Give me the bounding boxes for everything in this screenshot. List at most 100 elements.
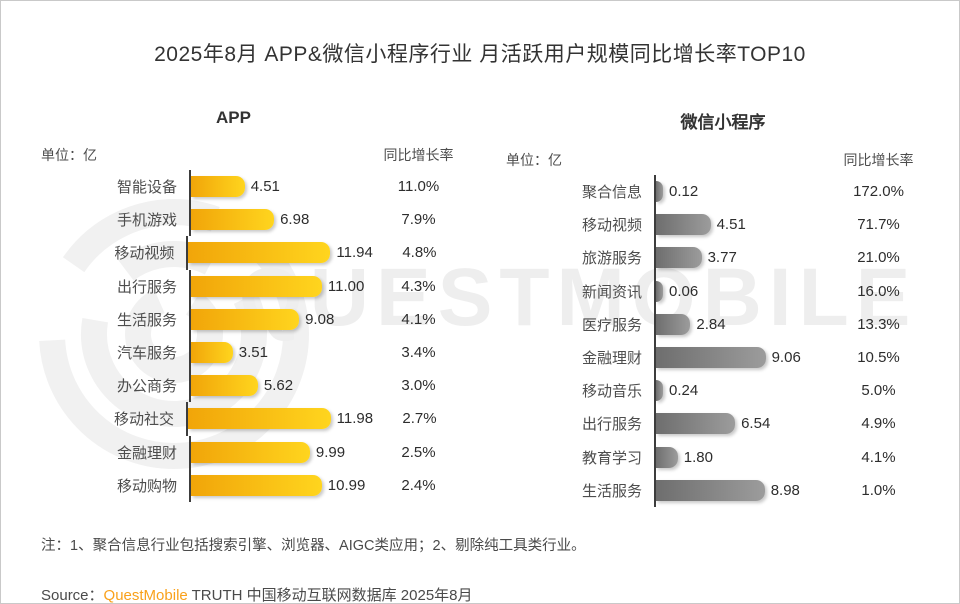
- growth-label: 71.7%: [857, 216, 900, 234]
- growth-label: 4.8%: [402, 244, 437, 262]
- bar: [656, 313, 691, 335]
- bar-track: 6.54: [654, 407, 831, 441]
- chart-row: 出行服务 11.00 4.3%: [41, 269, 466, 303]
- chart-row: 智能设备 4.51 11.0%: [41, 170, 466, 204]
- bar-track: 9.08: [189, 302, 371, 336]
- source-suffix: TRUTH 中国移动互联网数据库 2025年8月: [187, 586, 473, 604]
- app-subheader: 单位：亿 同比增长率: [41, 145, 466, 163]
- category-label: 汽车服务: [116, 345, 177, 363]
- miniprogram-subheader: 单位：亿 同比增长率: [506, 150, 926, 168]
- chart-row: 移动视频 4.51 71.7%: [506, 208, 926, 242]
- chart-row: 移动音乐 0.24 5.0%: [506, 374, 926, 408]
- bar-track: 2.84: [654, 307, 831, 341]
- chart-row: 出行服务 6.54 4.9%: [506, 407, 926, 441]
- value-label: 3.77: [707, 249, 737, 267]
- category-label: 教育学习: [581, 449, 642, 467]
- chart-row: 医疗服务 2.84 13.3%: [506, 307, 926, 341]
- bar: [191, 176, 245, 198]
- value-label: 9.06: [771, 349, 801, 367]
- chart-row: 新闻资讯 0.06 16.0%: [506, 274, 926, 308]
- bar: [188, 408, 331, 430]
- category-label: 生活服务: [581, 482, 642, 500]
- bar: [188, 242, 331, 264]
- chart-row: 教育学习 1.80 4.1%: [506, 440, 926, 474]
- category-label: 移动音乐: [581, 383, 642, 401]
- bar: [656, 214, 711, 236]
- bar: [656, 446, 678, 468]
- growth-rate-header: 同比增长率: [843, 152, 914, 168]
- category-label: 出行服务: [581, 416, 642, 434]
- value-label: 0.12: [669, 183, 699, 201]
- value-label: 10.99: [327, 476, 366, 494]
- bar: [191, 209, 275, 231]
- chart-row: 移动社交 11.98 2.7%: [41, 402, 466, 436]
- category-label: 出行服务: [116, 278, 177, 296]
- bar-track: 9.06: [654, 340, 831, 375]
- bar: [656, 181, 663, 203]
- chart-row: 手机游戏 6.98 7.9%: [41, 203, 466, 237]
- bar: [656, 380, 663, 402]
- chart-row: 移动视频 11.94 4.8%: [41, 236, 466, 270]
- category-label: 旅游服务: [581, 250, 642, 268]
- bar-track: 11.98: [186, 402, 374, 436]
- app-panel-title: APP: [216, 108, 251, 127]
- growth-label: 21.0%: [857, 249, 900, 267]
- bar-track: 4.51: [189, 170, 371, 204]
- bar: [191, 441, 310, 463]
- value-label: 11.94: [336, 244, 373, 262]
- growth-label: 2.4%: [401, 476, 436, 494]
- value-label: 8.98: [770, 481, 800, 499]
- bar-track: 3.77: [654, 241, 831, 275]
- category-label: 办公商务: [116, 378, 177, 396]
- app-chart-body: 智能设备 4.51 11.0% 手机游戏 6.98 7.9% 移动视频 11.94 4.8% 出行…: [41, 170, 466, 502]
- category-label: 新闻资讯: [581, 283, 642, 301]
- growth-label: 16.0%: [857, 282, 900, 300]
- growth-label: 10.5%: [857, 349, 900, 367]
- growth-label: 172.0%: [853, 183, 904, 201]
- growth-label: 5.0%: [861, 382, 896, 400]
- chart-row: 金融理财 9.99 2.5%: [41, 435, 466, 469]
- category-label: 移动社交: [114, 411, 175, 429]
- bar-track: 1.80: [654, 440, 831, 474]
- category-label: 聚合信息: [581, 184, 642, 202]
- bar-track: 11.94: [186, 236, 373, 270]
- bar: [191, 375, 258, 397]
- value-label: 9.08: [305, 310, 335, 328]
- unit-label: 单位：亿: [41, 147, 97, 163]
- growth-label: 4.9%: [861, 415, 896, 433]
- value-label: 0.24: [669, 382, 699, 400]
- category-label: 医疗服务: [581, 316, 642, 334]
- chart-row: 聚合信息 0.12 172.0%: [506, 175, 926, 209]
- growth-label: 2.5%: [401, 443, 436, 461]
- growth-label: 4.1%: [861, 448, 896, 466]
- chart-row: 汽车服务 3.51 3.4%: [41, 335, 466, 370]
- bar-track: 5.62: [189, 369, 371, 403]
- bar-track: 8.98: [654, 473, 831, 507]
- category-label: 手机游戏: [116, 212, 177, 230]
- bar: [656, 280, 663, 302]
- value-label: 3.51: [238, 344, 268, 362]
- chart-row: 办公商务 5.62 3.0%: [41, 369, 466, 403]
- miniprogram-panel-title: 微信小程序: [680, 113, 766, 132]
- chart-row: 旅游服务 3.77 21.0%: [506, 241, 926, 275]
- growth-label: 4.3%: [401, 277, 436, 295]
- value-label: 2.84: [696, 315, 726, 333]
- value-label: 1.80: [683, 448, 713, 466]
- category-label: 移动视频: [581, 217, 642, 235]
- footnote: 注：1、聚合信息行业包括搜索引擎、浏览器、AIGC类应用；2、剔除纯工具类行业。: [41, 537, 586, 554]
- growth-label: 11.0%: [397, 178, 440, 196]
- chart-row: 移动购物 10.99 2.4%: [41, 468, 466, 502]
- bar: [191, 275, 322, 297]
- bar: [191, 308, 300, 330]
- bar-track: 0.12: [654, 175, 831, 209]
- bar: [656, 247, 702, 269]
- miniprogram-chart-body: 聚合信息 0.12 172.0% 移动视频 4.51 71.7% 旅游服务 3.77 21.0%…: [506, 175, 926, 507]
- value-label: 11.98: [336, 410, 374, 428]
- bar-track: 0.06: [654, 274, 831, 308]
- miniprogram-chart-panel: 微信小程序 单位：亿 同比增长率 聚合信息 0.12 172.0% 移动视频 4.51 7…: [506, 108, 926, 507]
- value-label: 0.06: [669, 282, 699, 300]
- growth-rate-header: 同比增长率: [383, 147, 454, 163]
- category-label: 金融理财: [116, 444, 177, 462]
- growth-label: 4.1%: [401, 310, 436, 328]
